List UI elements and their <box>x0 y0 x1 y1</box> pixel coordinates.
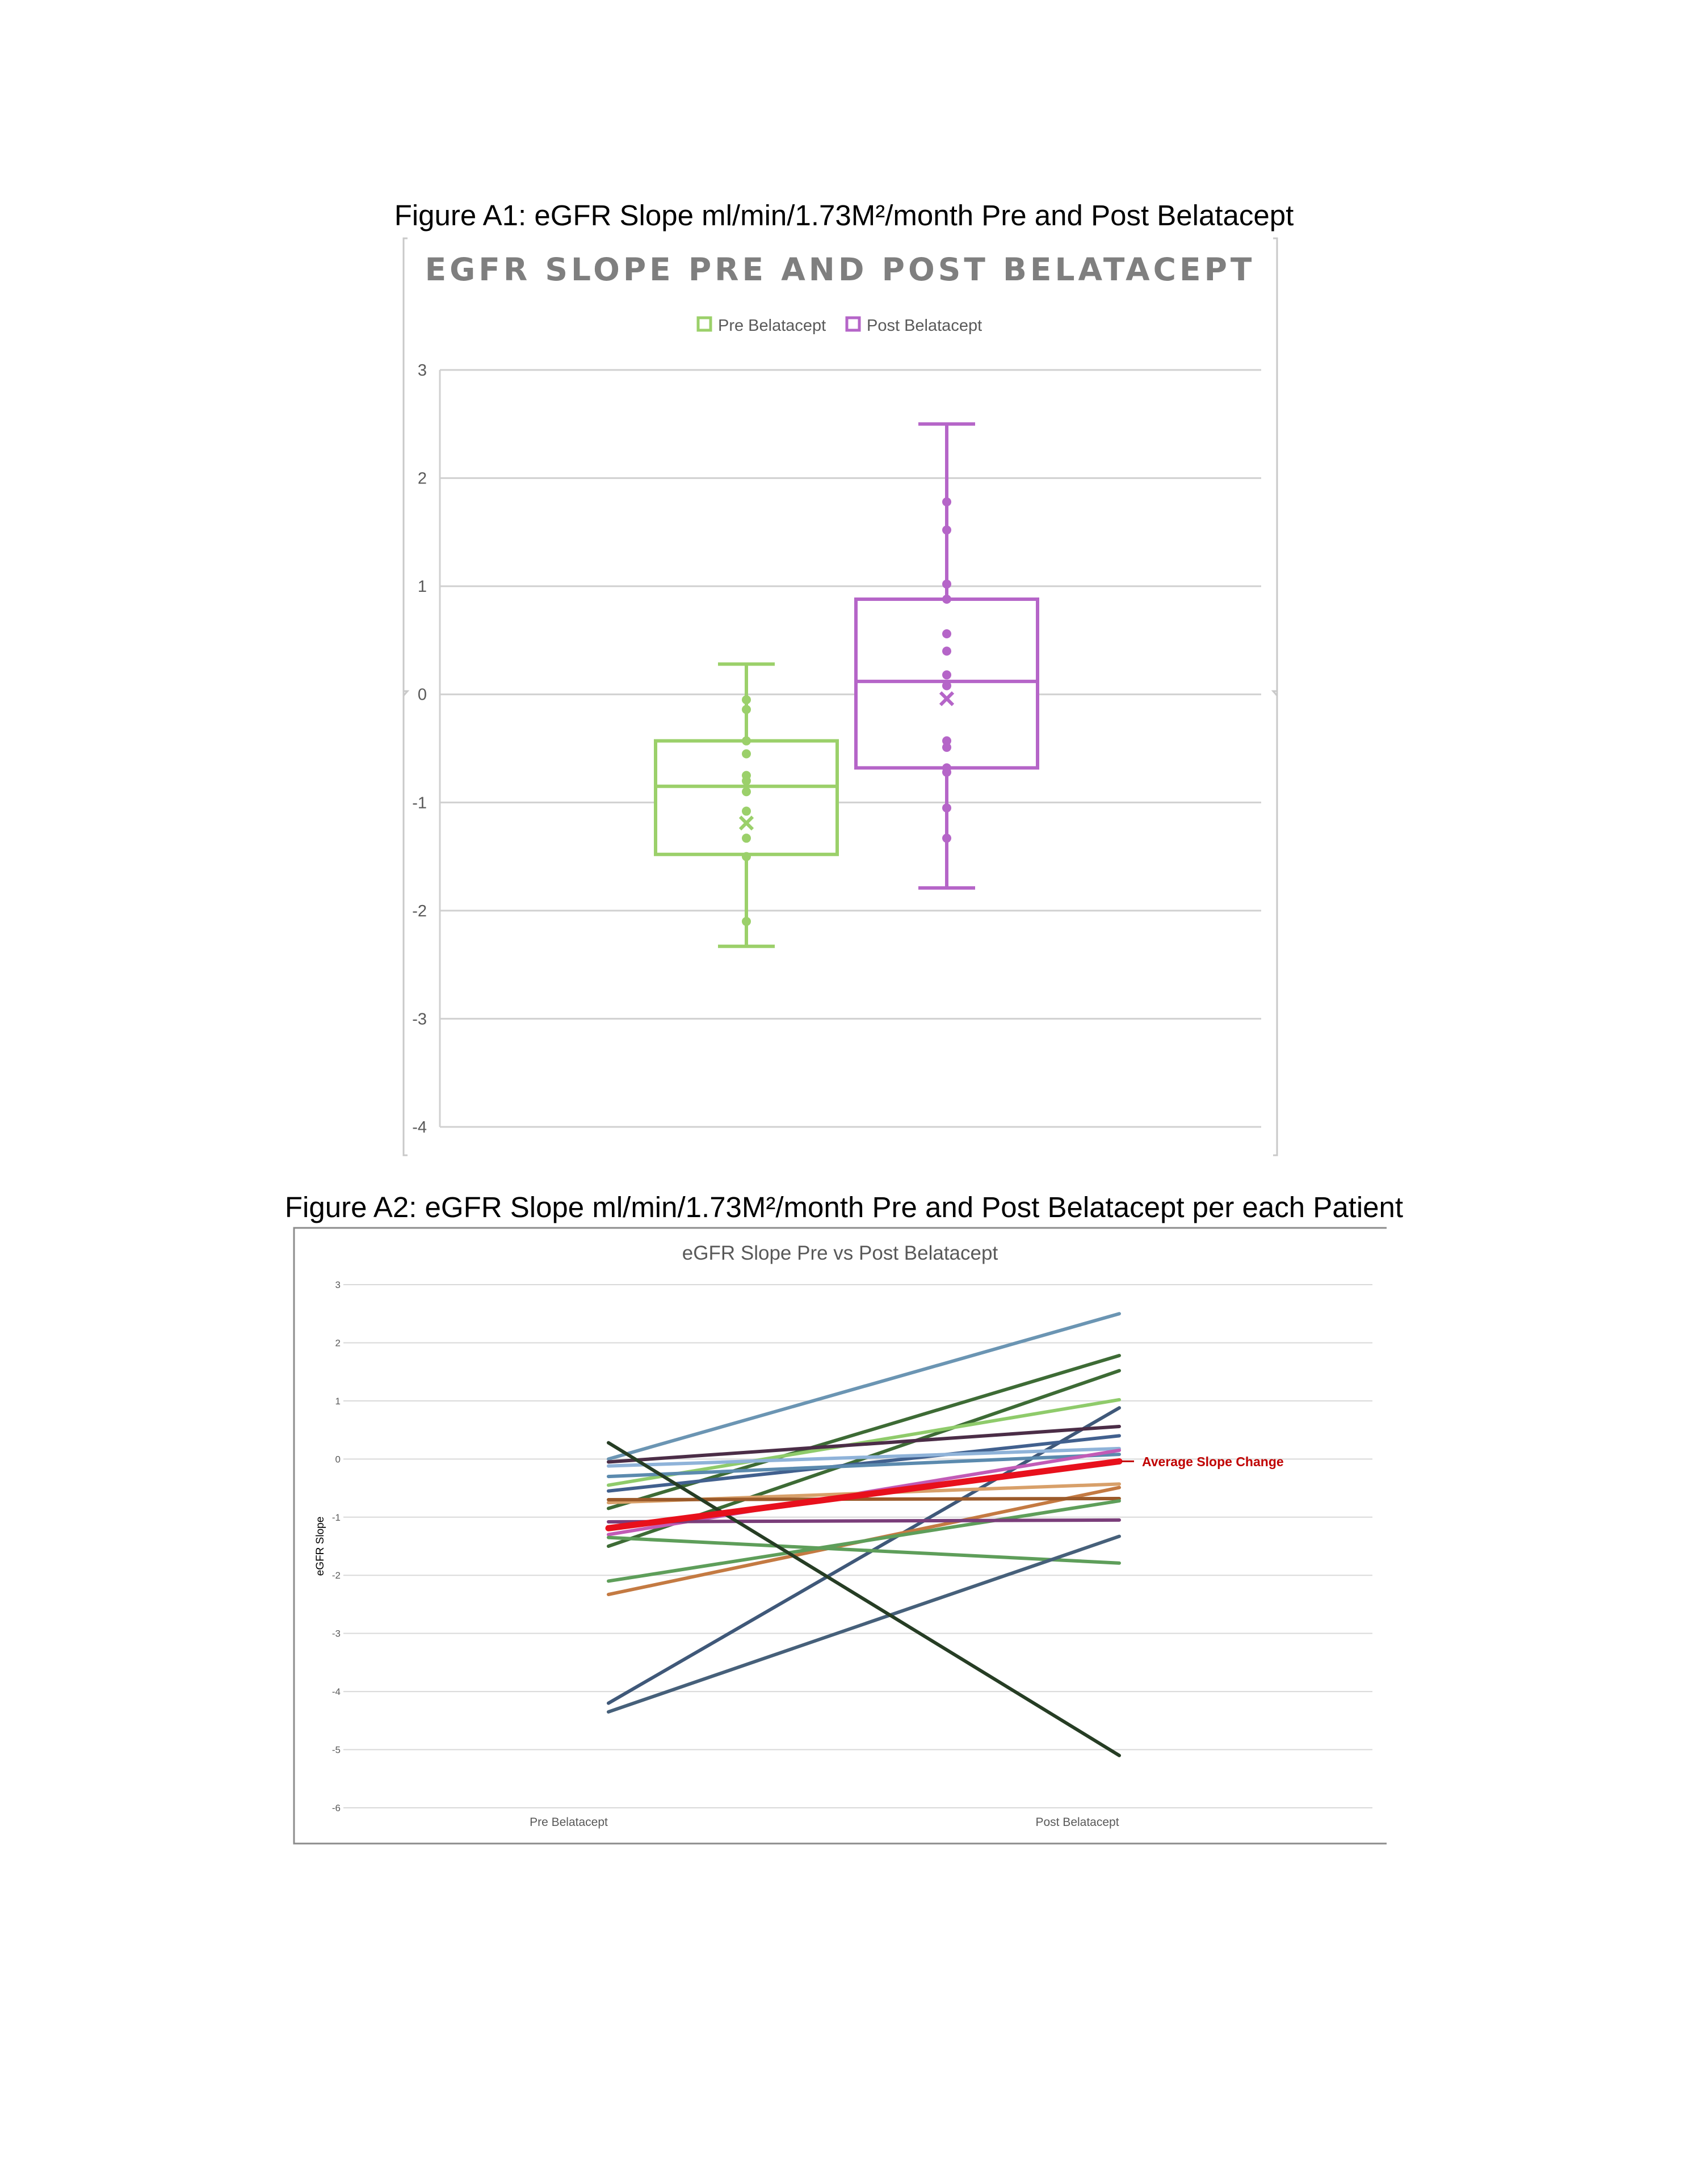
data-point <box>942 834 951 843</box>
data-point <box>742 787 751 797</box>
data-point <box>942 525 951 535</box>
chart1-frame <box>402 237 1278 1156</box>
data-point <box>942 497 951 507</box>
data-point <box>942 629 951 638</box>
legend-label-pre: Pre Belatacept <box>718 317 826 335</box>
chart1-y-tick-label: -2 <box>412 902 427 920</box>
chart1-boxes <box>654 422 1039 948</box>
box-pre-belatacept <box>654 662 839 948</box>
mean-x-stroke <box>738 815 754 831</box>
data-point <box>942 670 951 680</box>
chart1-legend: Pre Belatacept Post Belatacept <box>696 316 982 335</box>
chart1-y-tick-label: 3 <box>418 361 427 380</box>
data-point <box>742 916 751 926</box>
data-point <box>942 736 951 746</box>
data-point <box>942 681 951 691</box>
chart1-y-tick-label: 1 <box>418 578 427 596</box>
data-point <box>742 776 751 786</box>
chart1-grid: 3 2 1 0 -1 -2 -3 -4 <box>412 361 1261 1137</box>
data-point <box>942 579 951 589</box>
data-point <box>742 749 751 759</box>
figure-a2-caption: Figure A2: eGFR Slope ml/min/1.73M²/mont… <box>284 1191 1404 1223</box>
data-point <box>942 743 951 752</box>
data-point <box>942 767 951 777</box>
mean-marker <box>738 815 754 831</box>
data-point <box>942 646 951 656</box>
chart1-y-tick-label: 0 <box>418 686 427 704</box>
mean-marker <box>939 691 955 706</box>
figure-a1-caption: Figure A1: eGFR Slope ml/min/1.73M²/mont… <box>394 199 1294 232</box>
data-point <box>942 803 951 813</box>
chart1-y-tick-label: -3 <box>412 1010 427 1028</box>
mean-x-stroke <box>939 691 955 706</box>
chart1-title: EGFR SLOPE PRE AND POST BELATACEPT <box>425 251 1255 288</box>
chart1-y-tick-label: -1 <box>412 794 427 812</box>
data-point <box>742 806 751 816</box>
legend-swatch-post <box>845 316 861 332</box>
data-point <box>742 852 751 861</box>
legend-label-post: Post Belatacept <box>867 317 982 335</box>
chart1-y-tick-label: -4 <box>412 1118 427 1137</box>
legend-swatch-pre <box>696 316 712 332</box>
box-post-belatacept <box>854 422 1039 890</box>
chart1-y-tick-label: 2 <box>418 470 427 488</box>
data-point <box>742 695 751 705</box>
data-point <box>942 595 951 604</box>
data-point <box>742 705 751 714</box>
data-point <box>742 834 751 843</box>
data-point <box>742 736 751 746</box>
